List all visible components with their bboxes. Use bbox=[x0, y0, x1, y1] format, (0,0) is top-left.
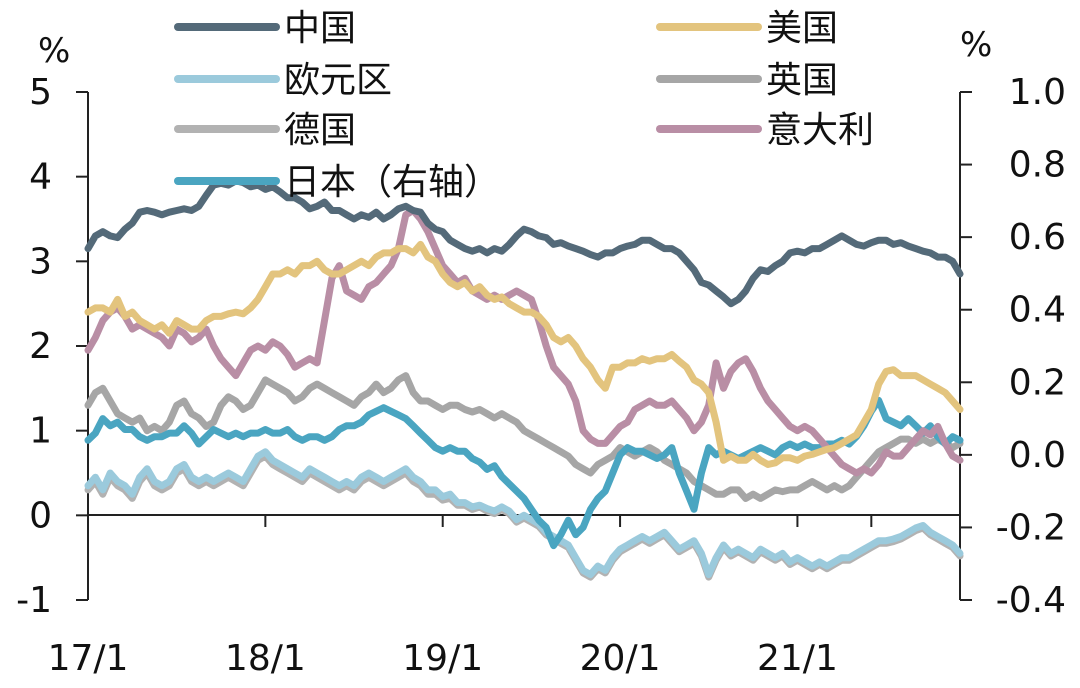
left-tick-label: 3 bbox=[29, 241, 52, 282]
series-line-italy bbox=[84, 207, 964, 477]
x-tick-label: 20/1 bbox=[580, 638, 661, 679]
right-tick-label: -0.4 bbox=[996, 580, 1066, 621]
legend-item-eurozone: 欧元区 bbox=[174, 60, 392, 101]
legend-label: 欧元区 bbox=[284, 60, 392, 101]
series-line-china bbox=[84, 177, 964, 308]
x-tick-label: 18/1 bbox=[225, 638, 306, 679]
x-tick-label: 21/1 bbox=[757, 638, 838, 679]
series-line-us bbox=[84, 240, 964, 468]
right-tick-label: 0.0 bbox=[1009, 435, 1066, 476]
x-axis-ticks: 17/1 18/1 19/1 20/1 21/1 bbox=[48, 515, 961, 679]
legend-item-uk: 英国 bbox=[656, 60, 838, 101]
left-axis-unit: % bbox=[38, 31, 70, 71]
x-tick-label: 19/1 bbox=[402, 638, 483, 679]
right-tick-label: -0.2 bbox=[996, 507, 1066, 548]
right-tick-label: 0.8 bbox=[1009, 145, 1066, 186]
left-axis-ticks: 5 4 3 2 1 0 -1 bbox=[16, 72, 88, 621]
x-tick-label: 17/1 bbox=[48, 638, 129, 679]
series-line-eurozone bbox=[84, 448, 964, 579]
series-line-japan bbox=[84, 396, 964, 550]
legend-label: 意大利 bbox=[766, 110, 874, 151]
left-tick-label: 2 bbox=[29, 326, 52, 367]
legend-label: 中国 bbox=[284, 8, 356, 49]
legend-label: 英国 bbox=[766, 60, 838, 101]
legend-label: 日本（右轴） bbox=[284, 162, 500, 203]
legend-item-us: 美国 bbox=[656, 8, 838, 49]
legend-item-japan: 日本（右轴） bbox=[174, 162, 500, 203]
legend-label: 美国 bbox=[766, 8, 838, 49]
right-tick-label: 0.4 bbox=[1009, 290, 1066, 331]
right-tick-label: 0.6 bbox=[1009, 217, 1066, 258]
series-layer bbox=[84, 177, 964, 581]
left-tick-label: 0 bbox=[29, 495, 52, 536]
right-axis-unit: % bbox=[960, 25, 992, 65]
right-tick-label: 1.0 bbox=[1009, 72, 1066, 113]
legend-item-italy: 意大利 bbox=[656, 110, 874, 151]
right-tick-label: 0.2 bbox=[1009, 362, 1066, 403]
legend-label: 德国 bbox=[284, 110, 356, 151]
left-tick-label: 4 bbox=[29, 157, 52, 198]
left-tick-label: -1 bbox=[16, 580, 52, 621]
legend-item-china: 中国 bbox=[174, 8, 356, 49]
right-axis-ticks: 1.0 0.8 0.6 0.4 0.2 0.0 -0.2 -0.4 bbox=[960, 72, 1066, 621]
legend-item-germany: 德国 bbox=[174, 110, 356, 151]
series-line-uk bbox=[84, 372, 964, 502]
left-tick-label: 1 bbox=[29, 411, 52, 452]
left-tick-label: 5 bbox=[29, 72, 52, 113]
